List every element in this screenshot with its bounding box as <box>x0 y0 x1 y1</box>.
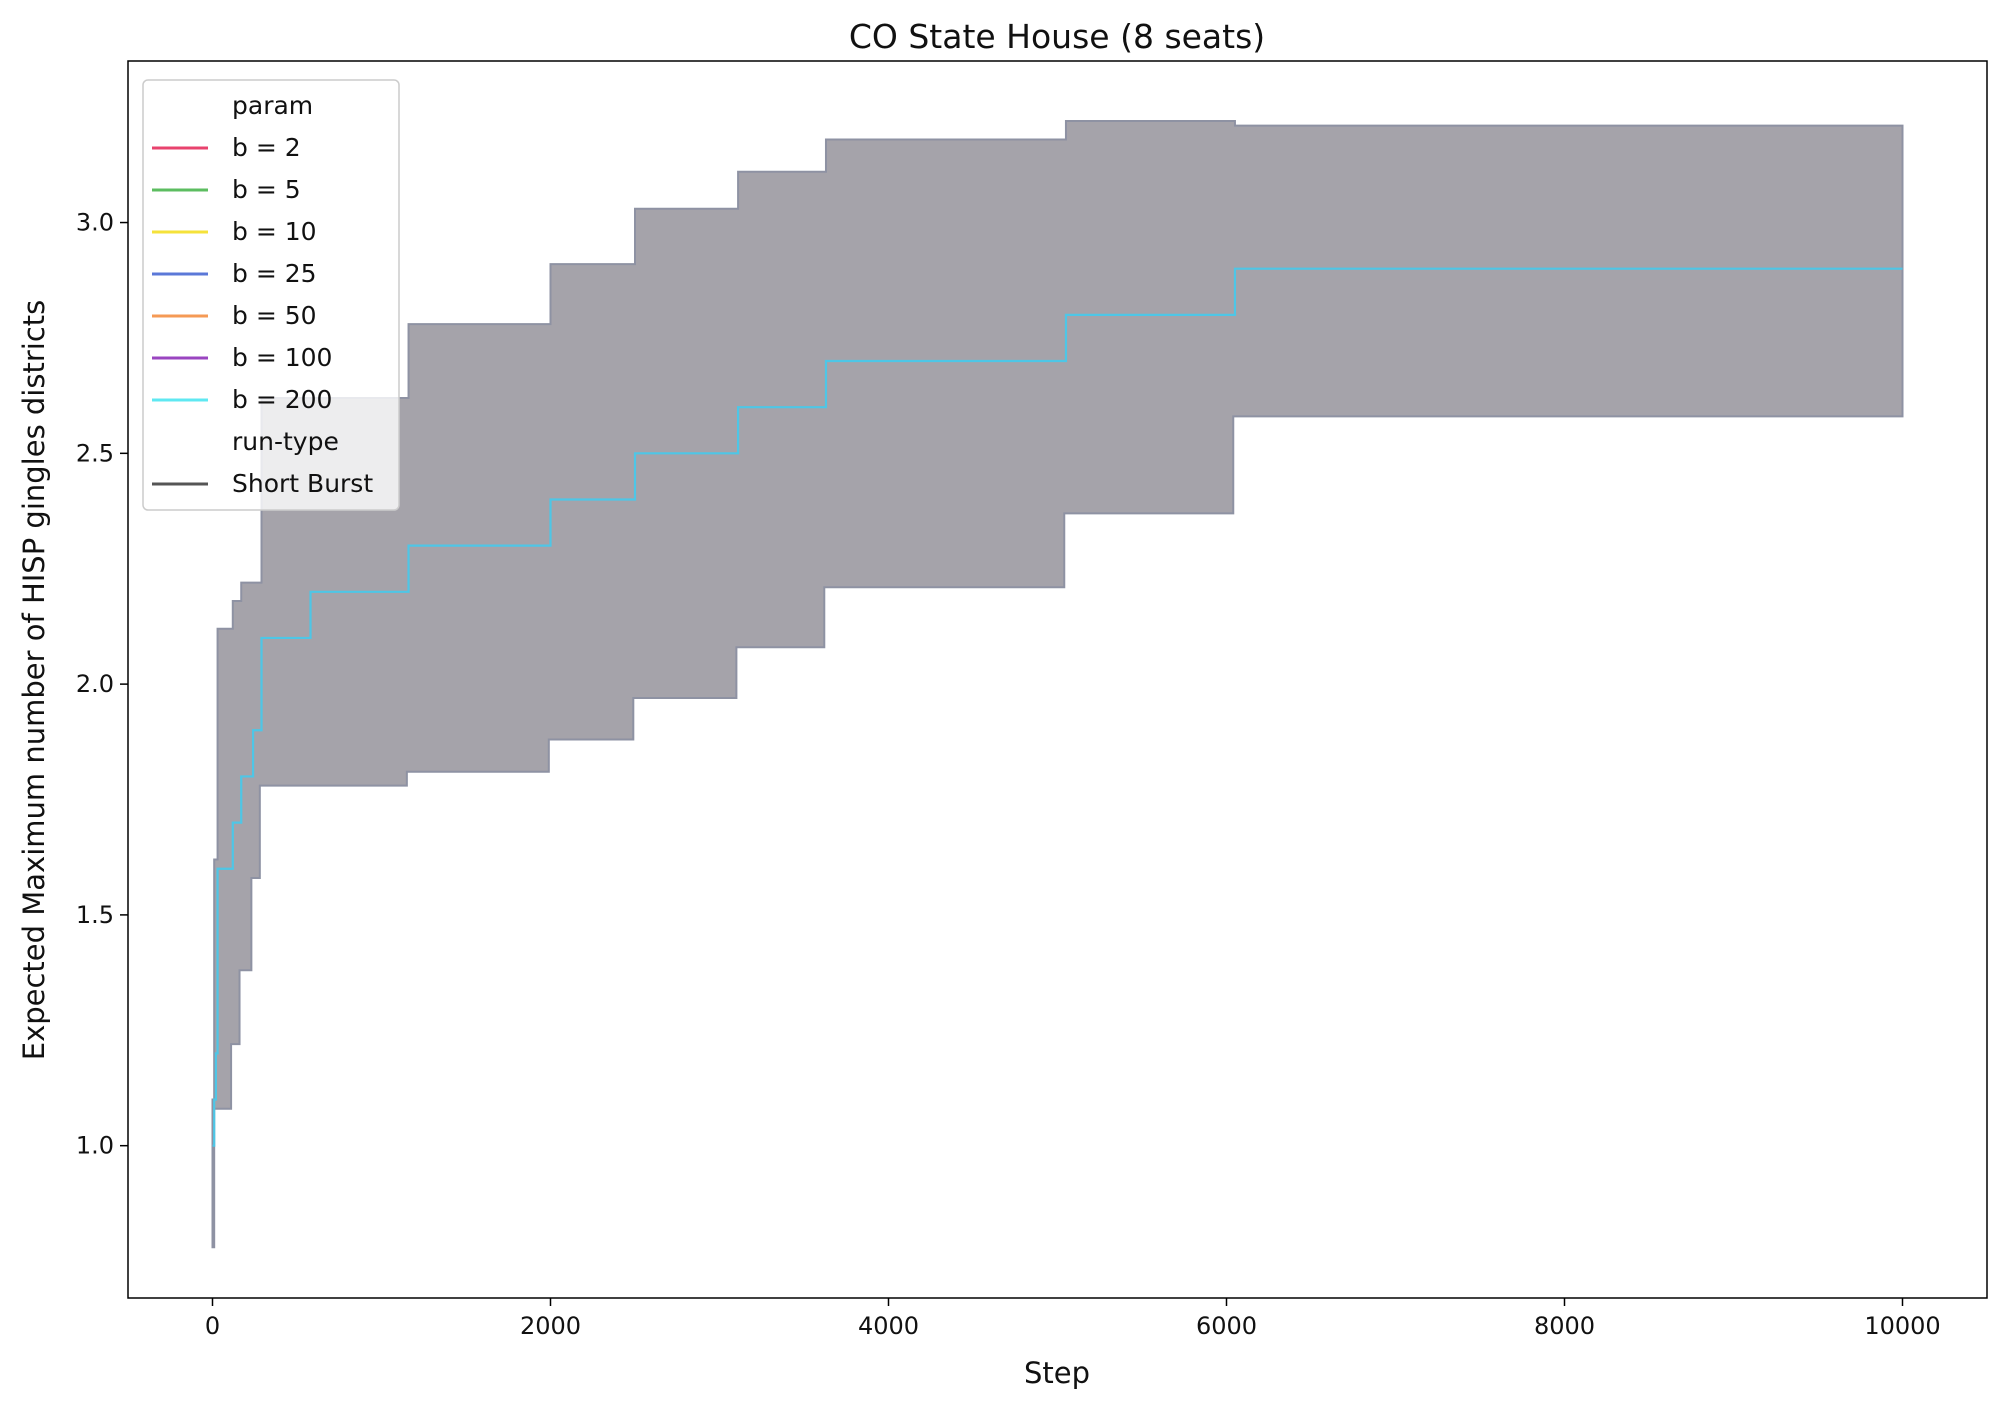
x-tick-label: 6000 <box>1196 1312 1257 1340</box>
legend: param b = 2 b = 5 b = 10 b = 25 b = 50 b = 100… <box>142 79 400 511</box>
legend-entry-label: b = 10 <box>232 217 317 246</box>
y-tick-label: 1.5 <box>76 901 114 929</box>
x-tick-label: 4000 <box>858 1312 919 1340</box>
x-axis-label: Step <box>1024 1356 1090 1390</box>
y-axis: 1.0 1.5 2.0 2.5 3.0 <box>76 209 128 1160</box>
x-tick-label: 8000 <box>1534 1312 1595 1340</box>
legend-entry-label: b = 2 <box>232 133 301 162</box>
y-tick-label: 1.0 <box>76 1132 114 1160</box>
y-tick-label: 2.0 <box>76 670 114 698</box>
legend-entry-label: Short Burst <box>232 469 373 498</box>
x-axis: 0 2000 4000 6000 8000 10000 <box>205 1298 1941 1340</box>
series-line-0 <box>212 267 1903 1147</box>
legend-entry-label: b = 100 <box>232 343 332 372</box>
legend-entry-label: b = 50 <box>232 301 317 330</box>
x-tick-label: 10000 <box>1864 1312 1940 1340</box>
chart-title: CO State House (8 seats) <box>849 17 1265 56</box>
confidence-band-0 <box>211 120 1904 1249</box>
legend-box <box>142 79 400 511</box>
legend-entry-label: b = 25 <box>232 259 317 288</box>
y-tick-label: 2.5 <box>76 439 114 467</box>
legend-group-title: param <box>232 91 313 120</box>
plot-area <box>211 120 1904 1249</box>
y-tick-label: 3.0 <box>76 209 114 237</box>
legend-entry-label: b = 200 <box>232 385 332 414</box>
legend-entry-label: b = 5 <box>232 175 301 204</box>
y-axis-label: Expected Maximum number of HISP gingles … <box>17 300 51 1061</box>
plot-frame <box>127 60 1988 1299</box>
x-tick-label: 2000 <box>520 1312 581 1340</box>
legend-group-title: run-type <box>232 427 339 456</box>
x-tick-label: 0 <box>205 1312 220 1340</box>
